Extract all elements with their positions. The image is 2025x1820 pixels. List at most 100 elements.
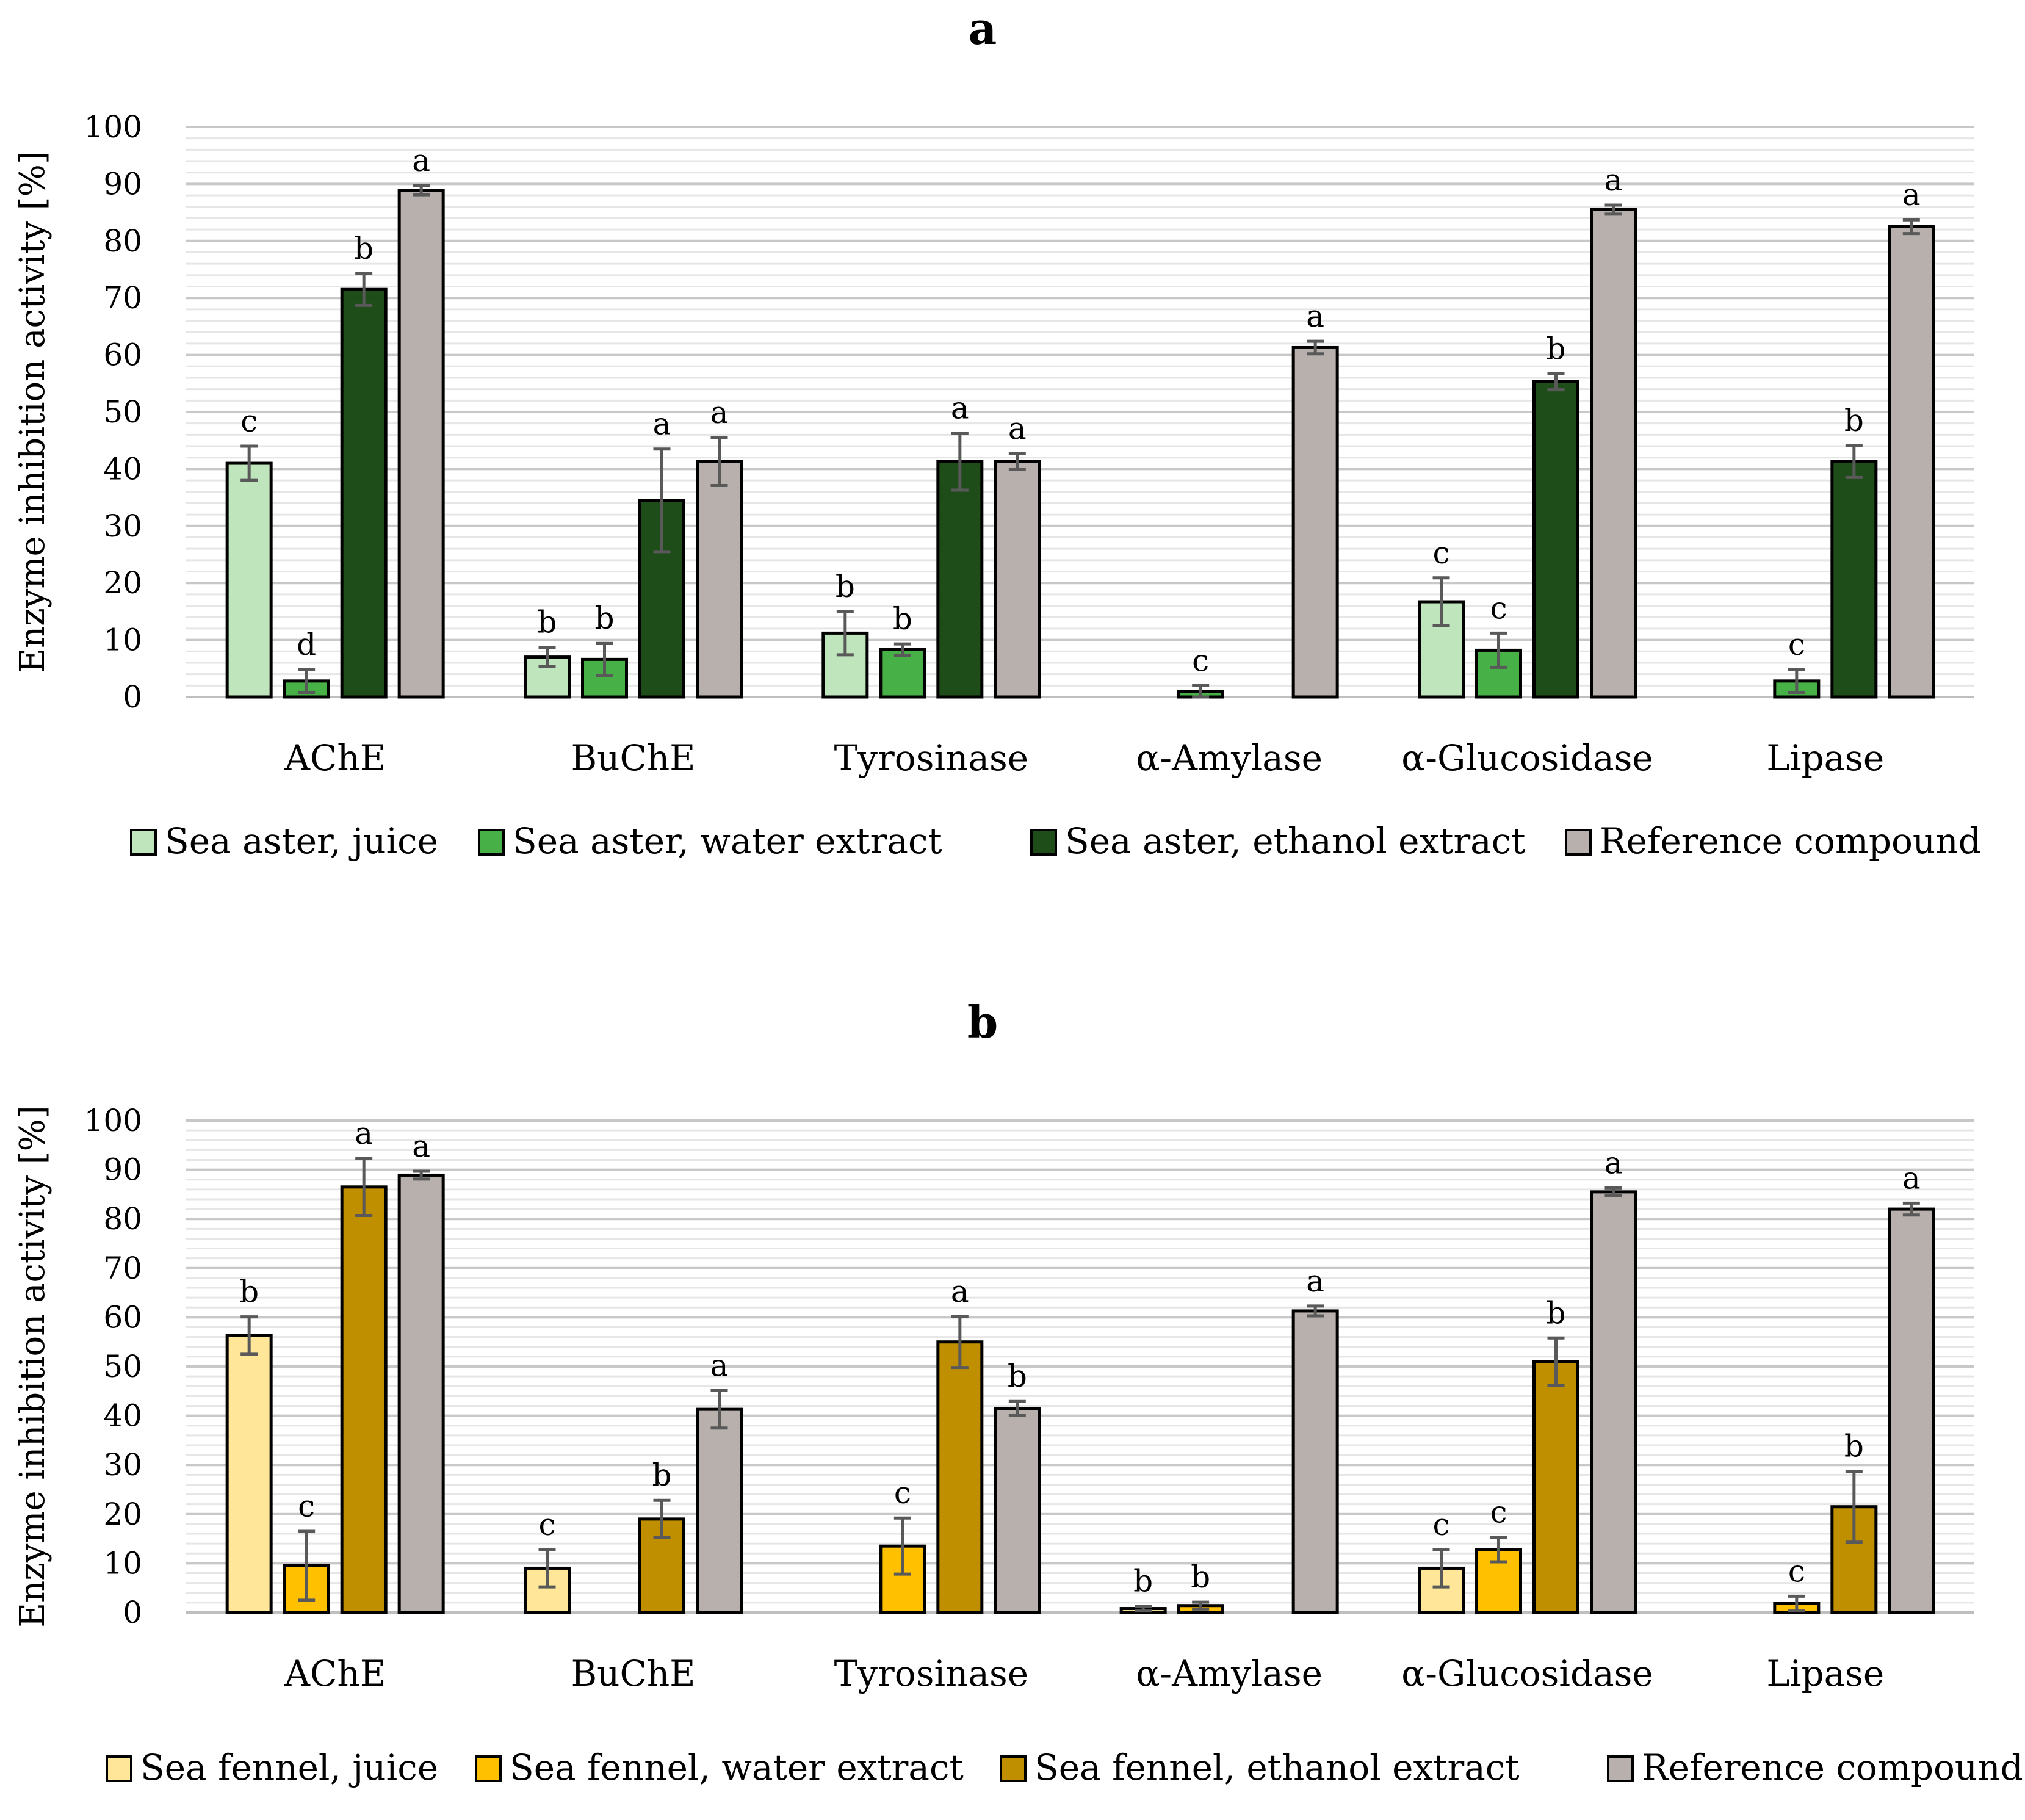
significance-label: a — [1902, 1160, 1921, 1196]
significance-label: a — [1008, 411, 1027, 446]
significance-label: b — [893, 601, 912, 637]
panel-a: a 0 10 20 30 40 50 60 70 80 90 100 Enzyme inhibition… — [13, 2, 1981, 862]
legend-swatch — [1565, 829, 1592, 856]
bar — [1590, 1190, 1637, 1614]
significance-label: a — [1306, 298, 1324, 334]
legend-swatch — [1000, 1755, 1027, 1782]
bar — [1888, 1207, 1935, 1614]
y-tick-label: 100 — [84, 1103, 142, 1138]
category-label: Tyrosinase — [834, 737, 1028, 779]
significance-label: b — [836, 569, 855, 604]
significance-label: a — [1902, 177, 1921, 212]
significance-label: b — [1133, 1564, 1153, 1599]
legend-label: Sea fennel, water extract — [510, 1747, 964, 1788]
legend-swatch — [1607, 1755, 1634, 1782]
significance-label: c — [538, 1507, 555, 1542]
legend-swatch — [475, 1755, 502, 1782]
y-tick-label: 70 — [103, 280, 142, 316]
bar — [397, 189, 445, 699]
bar — [1532, 1360, 1579, 1614]
significance-label: b — [1546, 331, 1565, 366]
category-label: BuChE — [571, 737, 695, 779]
y-axis-title: Enzyme inhibition activity [%] — [13, 1105, 52, 1627]
category-label: α-Glucosidase — [1401, 737, 1653, 779]
y-tick-label: 60 — [103, 338, 142, 373]
y-tick-label: 40 — [103, 1398, 142, 1434]
legend-swatch — [478, 829, 505, 856]
y-axis-title: Enzyme inhibition activity [%] — [13, 151, 52, 673]
significance-label: b — [594, 601, 614, 636]
y-tick-label: 50 — [103, 394, 142, 430]
y-tick-label: 30 — [103, 508, 142, 544]
significance-label: a — [951, 1274, 969, 1309]
significance-label: c — [894, 1475, 911, 1511]
bar — [1830, 460, 1878, 699]
bar — [340, 287, 388, 699]
bar — [696, 1407, 743, 1614]
bar — [994, 1407, 1041, 1614]
bar — [225, 461, 273, 699]
y-tick-label: 80 — [103, 223, 142, 259]
significance-label: b — [652, 1457, 671, 1493]
panel-title: a — [969, 2, 997, 54]
y-tick-label: 80 — [103, 1201, 142, 1237]
category-label: α-Amylase — [1136, 1653, 1323, 1694]
legend-label: Sea aster, juice — [165, 820, 438, 862]
significance-label: c — [298, 1489, 315, 1524]
bar — [994, 460, 1041, 699]
y-tick-label: 10 — [103, 1545, 142, 1581]
y-tick-label: 20 — [103, 1497, 142, 1532]
bar — [225, 1334, 273, 1614]
significance-label: c — [1432, 535, 1449, 571]
legend-label: Sea fennel, juice — [140, 1747, 438, 1788]
significance-label: a — [951, 391, 969, 426]
significance-label: a — [1604, 162, 1623, 198]
category-label: Tyrosinase — [834, 1653, 1028, 1694]
legend-swatch — [1030, 829, 1057, 856]
bar — [340, 1185, 388, 1614]
category-label: BuChE — [571, 1653, 695, 1694]
y-tick-label: 70 — [103, 1251, 142, 1286]
legend-swatch — [130, 829, 157, 856]
legend-label: Reference compound — [1600, 820, 1981, 862]
significance-label: c — [240, 403, 258, 439]
significance-label: d — [297, 627, 316, 662]
y-tick-label: 90 — [103, 1152, 142, 1188]
y-tick-label: 30 — [103, 1447, 142, 1482]
bar — [1590, 208, 1637, 699]
bar — [936, 460, 984, 699]
y-tick-label: 90 — [103, 166, 142, 201]
significance-label: a — [412, 1128, 430, 1164]
bar — [696, 460, 743, 699]
bar — [1532, 380, 1579, 699]
y-tick-label: 0 — [123, 1595, 142, 1630]
legend-label: Sea aster, water extract — [513, 820, 942, 862]
significance-label: c — [1490, 1495, 1507, 1530]
y-tick-label: 40 — [103, 451, 142, 486]
significance-label: b — [1191, 1559, 1210, 1595]
significance-label: b — [239, 1274, 259, 1310]
category-label: AChE — [284, 737, 386, 779]
y-tick-label: 20 — [103, 565, 142, 601]
significance-label: c — [1788, 1553, 1805, 1589]
y-tick-label: 10 — [103, 623, 142, 658]
significance-label: b — [354, 231, 374, 266]
panel-b: b 0 10 20 30 40 50 60 70 80 90 100 Enzyme inhibition… — [13, 996, 2023, 1788]
bar — [1291, 345, 1339, 699]
significance-label: a — [412, 143, 430, 178]
significance-label: b — [537, 605, 557, 640]
significance-label: c — [1788, 627, 1805, 662]
category-label: Lipase — [1766, 1653, 1884, 1694]
significance-label: a — [710, 395, 729, 430]
legend-label: Sea aster, ethanol extract — [1065, 820, 1526, 862]
significance-label: a — [355, 1116, 373, 1151]
significance-label: b — [1008, 1359, 1027, 1394]
legend-label: Reference compound — [1642, 1747, 2023, 1788]
significance-label: c — [1192, 643, 1209, 678]
bar — [397, 1173, 445, 1614]
panel-title: b — [967, 996, 998, 1048]
y-tick-label: 0 — [123, 679, 142, 715]
bar — [1291, 1309, 1339, 1614]
legend-label: Sea fennel, ethanol extract — [1034, 1747, 1520, 1788]
